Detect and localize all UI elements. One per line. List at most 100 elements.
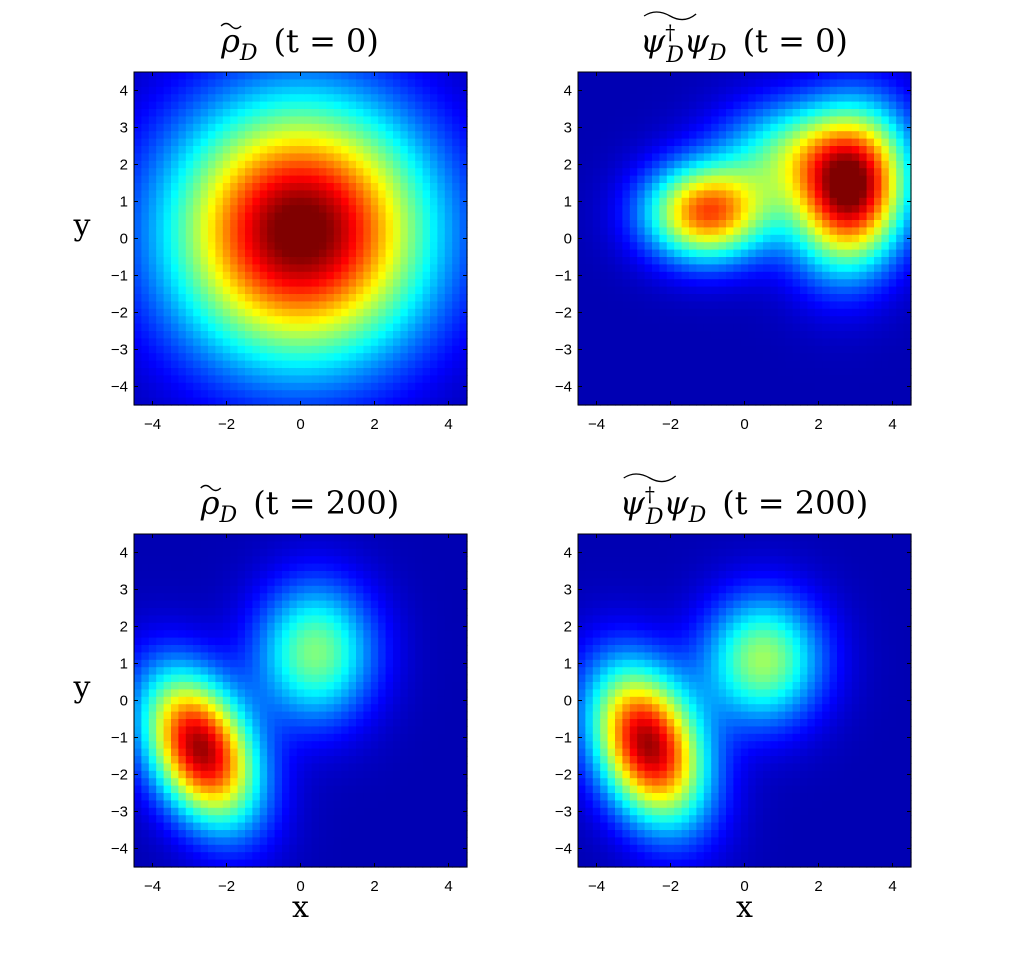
heatmap-cell (659, 227, 668, 236)
heatmap-cell (230, 234, 239, 243)
heatmap-cell (452, 271, 461, 280)
heatmap-cell (171, 600, 179, 609)
heatmap-cell (230, 733, 239, 742)
heatmap-cell (785, 168, 794, 177)
heatmap-cell (274, 397, 283, 406)
heatmap-cell (296, 323, 305, 332)
heatmap-cell (348, 331, 357, 339)
heatmap-cell (245, 249, 253, 258)
heatmap-cell (777, 264, 786, 273)
heatmap-cell (622, 390, 631, 399)
heatmap-cell (637, 212, 646, 221)
heatmap-cell (637, 301, 646, 310)
heatmap-cell (777, 382, 786, 391)
heatmap-cell (874, 94, 882, 103)
heatmap-cell (185, 785, 194, 794)
heatmap-cell (644, 382, 653, 391)
heatmap-cell (156, 323, 165, 332)
heatmap-cell (163, 763, 172, 772)
heatmap-cell (740, 360, 749, 369)
heatmap-cell (141, 652, 150, 661)
heatmap-cell (814, 353, 823, 362)
heatmap-cell (703, 234, 712, 243)
heatmap-cell (178, 800, 187, 809)
heatmap-cell (622, 116, 631, 125)
heatmap-cell (245, 323, 253, 332)
heatmap-cell (800, 242, 808, 251)
heatmap-cell (319, 308, 327, 317)
heatmap-cell (415, 131, 424, 140)
heatmap-cell (740, 146, 749, 154)
heatmap-cell (185, 160, 194, 169)
heatmap-cell (615, 220, 623, 228)
heatmap-cell (422, 72, 431, 80)
heatmap-cell (163, 741, 172, 750)
heatmap-cell (607, 345, 616, 354)
heatmap-cell (348, 146, 357, 154)
heatmap-cell (859, 323, 868, 332)
heatmap-cell (733, 205, 742, 214)
heatmap-cell (711, 123, 720, 132)
heatmap-cell (282, 109, 290, 117)
heatmap-cell (148, 353, 157, 362)
heatmap-cell (622, 101, 631, 110)
heatmap-cell (422, 220, 431, 228)
heatmap-cell (622, 279, 631, 288)
heatmap-cell (696, 160, 705, 169)
heatmap-cell (156, 79, 165, 88)
heatmap-cell (452, 175, 461, 184)
heatmap-cell (763, 271, 771, 280)
heatmap-cell (755, 279, 764, 288)
heatmap-cell (134, 190, 142, 199)
heatmap-cell (134, 630, 142, 639)
heatmap-cell (141, 94, 150, 103)
heatmap-cell (341, 382, 350, 391)
heatmap-cell (200, 279, 209, 288)
heatmap-cell (185, 859, 194, 868)
heatmap-cell (748, 227, 757, 236)
heatmap-cell (163, 279, 172, 288)
heatmap-cell (777, 294, 786, 302)
heatmap-cell (615, 175, 623, 184)
heatmap-cell (208, 249, 216, 258)
heatmap-cell (282, 101, 290, 110)
heatmap-cell (296, 308, 305, 317)
heatmap-cell (230, 585, 239, 594)
heatmap-cell (666, 308, 675, 317)
heatmap-cell (607, 382, 616, 391)
heatmap-cell (171, 689, 179, 698)
heatmap-cell (733, 227, 742, 236)
heatmap-cell (740, 220, 749, 228)
heatmap-cell (208, 271, 216, 280)
heatmap-cell (163, 733, 172, 742)
heatmap-cell (459, 249, 468, 258)
heatmap-cell (230, 375, 239, 384)
heatmap-cell (304, 242, 313, 251)
heatmap-cell (800, 390, 808, 399)
heatmap-cell (245, 86, 253, 95)
heatmap-cell (607, 101, 616, 110)
heatmap-cell (711, 382, 720, 391)
heatmap-cell (674, 242, 683, 251)
heatmap-cell (444, 271, 453, 280)
heatmap-cell (245, 578, 253, 587)
heatmap-cell (296, 131, 305, 140)
heatmap-cell (230, 308, 239, 317)
heatmap-cell (800, 279, 808, 288)
heatmap-cell (245, 101, 253, 110)
heatmap-cell (659, 153, 668, 162)
heatmap-cell (230, 800, 239, 809)
heatmap-cell (748, 331, 757, 339)
heatmap-cell (222, 271, 231, 280)
heatmap-cell (378, 397, 387, 406)
heatmap-cell (230, 630, 239, 639)
heatmap-cell (600, 375, 609, 384)
heatmap-cell (607, 138, 616, 147)
heatmap-cell (822, 227, 831, 236)
heatmap-cell (259, 331, 268, 339)
heatmap-cell (644, 249, 653, 258)
heatmap-cell (252, 793, 261, 801)
heatmap-cell (903, 183, 912, 191)
heatmap-cell (874, 301, 882, 310)
